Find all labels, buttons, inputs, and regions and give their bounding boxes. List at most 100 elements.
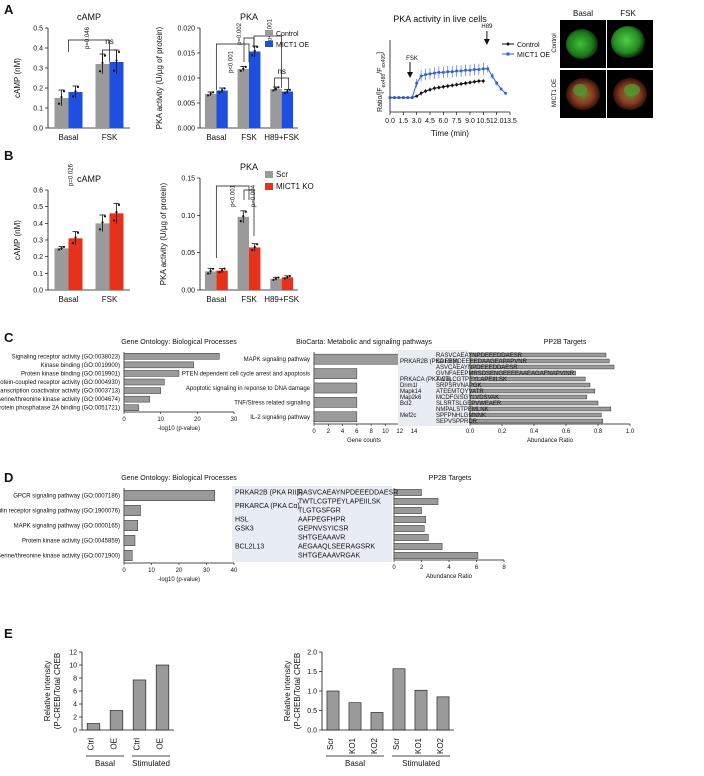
x-tick-label: 0.8 [594, 429, 603, 435]
y-tick-label: 0.3 [33, 66, 43, 73]
bar [370, 712, 384, 731]
category-label: AAFPEGFHPR [298, 517, 345, 524]
significance-bracket [68, 39, 110, 62]
x-tick-label: 30 [231, 417, 238, 423]
y-axis-label-part: ex405 [381, 54, 387, 68]
bar [436, 696, 450, 731]
y-tick-label: 0.00 [181, 288, 195, 295]
x-tick-label: Scr [392, 738, 401, 750]
gene-label: PRKACA (PKA Cα) [400, 377, 451, 383]
data-point [112, 219, 116, 222]
bar [123, 361, 194, 369]
bar [123, 353, 220, 360]
chart-title: PP2B Targets [429, 475, 472, 482]
y-axis-label-part: ] [377, 52, 384, 54]
x-tick-label: FSK [241, 133, 257, 142]
significance-bracket [215, 43, 250, 90]
x-tick-label: 9.0 [465, 118, 475, 125]
x-tick-label: Basal [206, 133, 226, 142]
category-label: TWTLCGTPEYLAPEIILSK [436, 377, 507, 383]
bar [281, 91, 294, 128]
category-label: GEPNVSYICSR [298, 526, 349, 533]
category-label: TLGTGSFGR [298, 508, 341, 515]
y-tick-label: 0.2 [33, 86, 43, 93]
bar [393, 507, 422, 514]
panel-letter-d: D [4, 470, 13, 485]
x-tick-label: 12 [396, 429, 403, 435]
gene-label: Map2k6 [400, 395, 422, 401]
category-label: RASVCAEAYNPDEEEDDAESR [298, 490, 398, 497]
x-tick-label: H89+FSK [264, 133, 300, 142]
bar [95, 64, 110, 128]
legend-swatch [265, 171, 273, 178]
data-point [103, 215, 107, 218]
data-point [62, 245, 66, 249]
x-tick-label: FSK [102, 295, 118, 304]
category-label: Signaling receptor activity (GO:0038023) [12, 354, 120, 360]
significance-bracket [274, 77, 290, 90]
y-tick-label: 0.4 [33, 46, 43, 53]
data-point [76, 231, 80, 234]
data-point [272, 89, 275, 92]
x-tick-label: 10 [148, 568, 155, 574]
y-tick-label: 0.4 [33, 221, 43, 228]
x-tick-label: 0 [312, 429, 316, 435]
legend-marker [506, 42, 510, 46]
data-point [101, 221, 104, 224]
bar [123, 378, 165, 386]
category-label: Apoptotic signaling in reponse to DNA da… [186, 386, 311, 392]
data-point [242, 67, 245, 70]
data-point [115, 211, 118, 214]
group-label: Stimulated [402, 759, 440, 768]
bar [237, 69, 249, 128]
legend-label: MICT1 OE [517, 52, 550, 59]
x-tick-label: FSK [241, 295, 257, 304]
x-tick-label: Ctrl [133, 738, 142, 751]
bar [123, 404, 139, 411]
data-point [117, 203, 121, 207]
data-point [220, 269, 224, 272]
data-point [274, 277, 278, 280]
x-axis-label: -log10 (p-value) [158, 577, 200, 583]
x-tick-label: 0 [122, 417, 126, 423]
micrograph-col-fsk: FSK [620, 9, 636, 18]
data-point [242, 215, 245, 218]
bar [393, 489, 422, 496]
category-label: GVNFAEEPMRSDSENGEEEEAAEAGAFNAPVINR [436, 371, 575, 377]
gene-label: PRKARCA (PKA Cα) [235, 503, 300, 510]
panel-letter-a: A [4, 2, 14, 17]
target-table-bg [232, 486, 392, 562]
x-axis-label: -log10 (p-value) [158, 426, 200, 432]
gene-label: Dnm1l [400, 383, 417, 389]
category-label: SHTGEAAAVR [298, 535, 345, 542]
y-axis-label-part: Ratio/[F [377, 87, 384, 112]
category-label: ASVCAEAYNPDEEEDDAESR [436, 365, 518, 371]
chart-title: cAMP [77, 174, 101, 184]
significance-bracket [215, 185, 250, 258]
data-point [209, 92, 212, 95]
bar [216, 90, 228, 128]
data-point [98, 228, 102, 231]
y-axis-label: (P-CREB/Total CREB [293, 653, 302, 729]
data-point [76, 85, 80, 89]
bar [155, 664, 170, 731]
significance-bracket [102, 49, 117, 64]
bar [326, 690, 340, 731]
bar [469, 358, 610, 364]
bar [281, 277, 294, 290]
x-tick-label: 4.5 [425, 118, 435, 125]
legend-label: Control [276, 31, 299, 38]
data-point [223, 87, 226, 90]
data-point [272, 278, 275, 281]
fsk-arrowhead [407, 72, 413, 78]
gene-label: Mapk14 [400, 389, 422, 395]
x-tick-label: 7.5 [452, 118, 462, 125]
data-point [283, 91, 286, 95]
data-point [251, 249, 254, 252]
data-point [286, 276, 289, 279]
gene-label: PRKAR2B (PKA RIIβ) [400, 359, 458, 365]
bar [469, 376, 586, 382]
chart-title: Gene Ontology: Biological Processes [121, 339, 237, 346]
chart-title: PP2B Targets [544, 339, 587, 346]
bar [313, 368, 358, 379]
